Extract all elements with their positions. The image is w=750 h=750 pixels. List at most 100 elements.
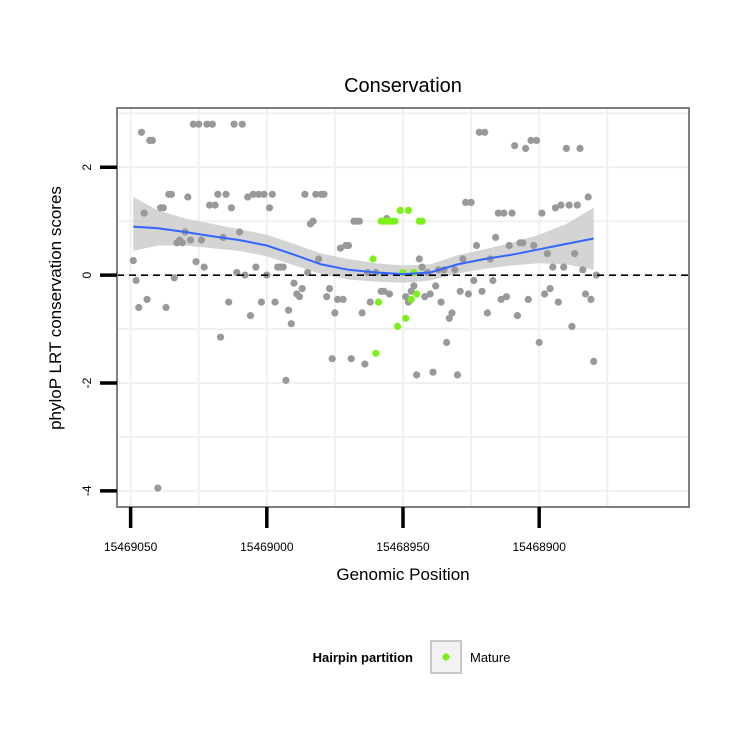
data-point [271,298,279,306]
data-point [336,244,344,252]
data-point [355,217,363,225]
data-point [549,263,557,271]
data-point [132,276,140,285]
data-point [236,228,244,236]
data-point [560,263,568,271]
data-point [505,241,513,250]
data-point [492,233,500,241]
data-point [584,193,592,201]
data-point [579,266,587,274]
data-point [301,190,309,198]
data-point [410,282,418,290]
mature-point [394,322,402,330]
data-point [467,198,475,206]
data-point [148,136,156,144]
x-tick-label: 15469000 [240,540,294,554]
data-point [426,290,434,298]
data-point [225,298,233,306]
data-point [344,241,353,250]
data-point [483,309,491,317]
x-tick-label: 15468900 [512,540,566,554]
data-point [137,128,146,136]
data-point [481,128,489,136]
mature-point [407,295,415,303]
data-point [557,201,565,209]
data-point [208,120,216,128]
data-point [437,298,445,306]
mature-point [413,290,421,298]
data-point [197,236,205,244]
data-point [257,298,265,306]
data-point [304,268,312,277]
data-point [129,257,137,265]
data-point [443,338,451,347]
data-point [470,276,478,285]
x-axis-title: Genomic Position [336,565,469,584]
data-point [295,293,304,301]
data-point [462,198,470,206]
data-point [385,290,393,298]
data-point [265,204,274,212]
mature-point [402,314,410,322]
data-point [508,209,516,217]
confidence-ribbon-layer [133,197,594,283]
data-point [500,209,508,217]
data-point [227,204,235,212]
data-point [366,298,374,306]
data-point [241,271,249,279]
data-point [206,201,214,209]
data-point [380,287,388,295]
data-point [418,263,426,271]
mature-point [396,206,404,214]
data-point [361,360,369,368]
data-point [325,285,334,293]
data-point [565,201,573,209]
data-point [511,142,519,150]
data-point [407,287,415,295]
data-point [184,193,192,201]
data-point [551,204,560,212]
y-axis: -4 -2 0 2 [80,164,117,496]
data-point [233,268,241,277]
legend-label-mature: Mature [470,650,510,665]
data-point [334,295,342,303]
data-point [554,298,562,306]
data-point [429,368,437,376]
data-point [478,287,486,295]
data-point [568,322,576,330]
data-point [459,255,467,263]
mature-point [372,349,380,357]
data-point [456,287,464,295]
chart-title: Conservation [344,75,462,97]
data-point [530,241,538,250]
data-point [464,290,472,298]
data-point [315,255,323,263]
data-point [432,282,440,290]
data-point [513,312,522,320]
data-point [167,190,176,198]
data-point [347,355,355,363]
legend-title: Hairpin partition [313,650,413,665]
data-point [497,295,505,303]
data-point [331,309,339,317]
data-point [287,320,295,328]
y-tick-label: -4 [80,485,94,496]
data-point [230,120,238,128]
data-point [445,314,453,322]
data-point [538,209,546,217]
data-point [339,295,347,303]
data-point [519,239,527,247]
data-point [178,239,186,247]
data-point [244,193,252,201]
smooth-line-layer [133,225,594,276]
data-point [170,274,178,282]
data-point [546,285,554,293]
data-point [255,190,263,198]
data-point [522,144,530,152]
data-point [200,263,208,271]
data-point [260,190,268,198]
legend: Hairpin partition Mature [313,640,510,674]
legend-key-mature-point [442,653,450,661]
data-point [222,190,230,198]
